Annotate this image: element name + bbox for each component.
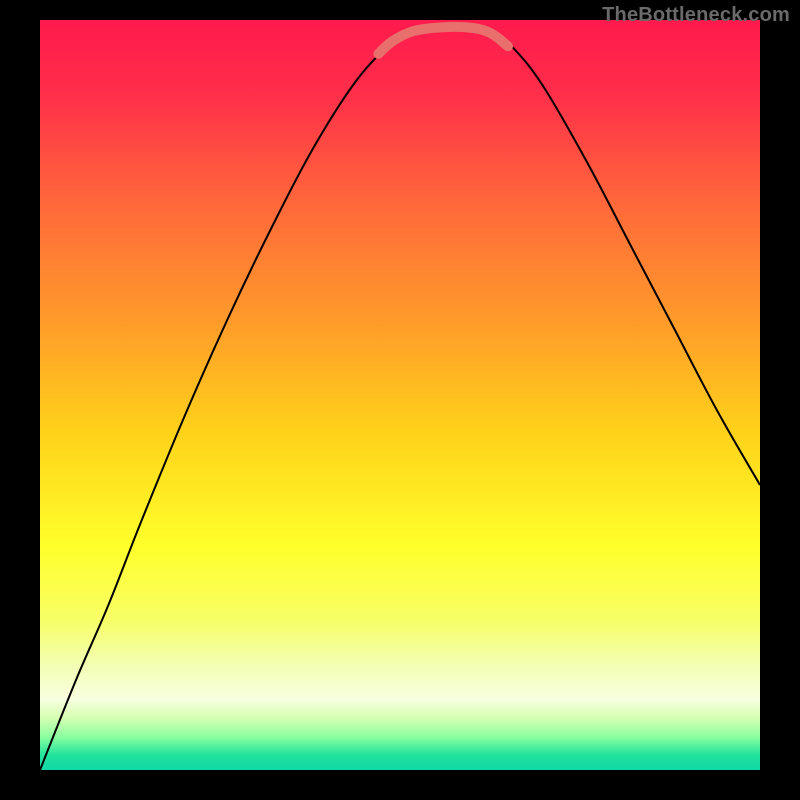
plot-background (40, 20, 760, 770)
chart-stage: TheBottleneck.com (0, 0, 800, 800)
bottleneck-chart (0, 0, 800, 800)
watermark-text: TheBottleneck.com (602, 4, 790, 27)
